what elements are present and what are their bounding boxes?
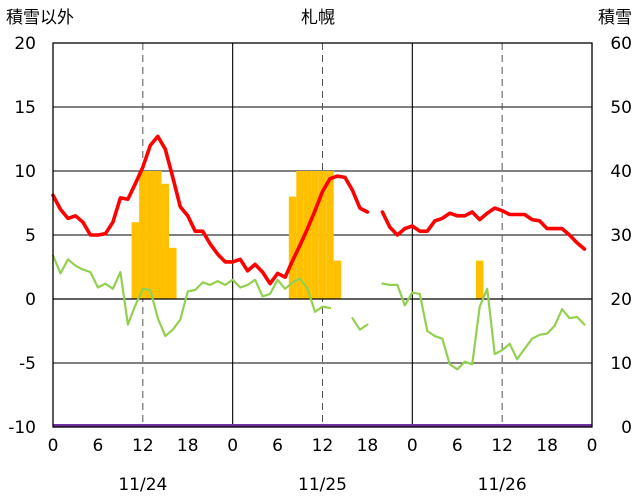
right-tick-label: 40 [610,162,632,182]
left-tick-label: 15 [14,98,36,118]
precipitation-bar [288,196,297,299]
precipitation-bar [131,222,140,299]
x-tick-label: 6 [272,436,283,456]
date-labels: 11/24 11/25 11/26 [118,475,526,495]
temperature-line-segment [380,206,587,251]
date-label: 11/26 [478,475,527,495]
temperature-line [51,134,587,286]
precipitation-bar [169,247,177,299]
precipitation-bar [318,171,327,299]
precipitation-bar [333,260,342,299]
secondary-line [51,254,586,371]
plot-frame [52,42,593,428]
precipitation-bar [475,260,484,299]
x-tick-label: 18 [177,436,199,456]
right-tick-label: 60 [610,34,632,54]
left-tick-label: 10 [14,162,36,182]
left-tick-label: 0 [25,290,36,310]
precipitation-bar [154,171,162,299]
precipitation-bar [146,171,155,299]
x-tick-label: 12 [491,436,513,456]
temperature-line-segment [51,134,370,286]
x-tick-label: 0 [587,436,598,456]
left-tick-label: -5 [19,354,36,374]
precipitation-bar [139,171,147,299]
precipitation-bar [161,183,170,299]
left-axis-label: 積雪以外 [6,8,74,28]
secondary-line-segment [351,317,369,331]
left-tick-label: 20 [14,34,36,54]
right-tick-label: 30 [610,226,632,246]
left-tick-label: -10 [8,418,36,438]
x-tick-label: 12 [132,436,154,456]
x-tick-label: 18 [357,436,379,456]
secondary-line-segment [51,254,332,338]
date-label: 11/25 [298,475,347,495]
date-label: 11/24 [118,475,167,495]
right-tick-label: 50 [610,98,632,118]
x-tick-label: 0 [407,436,418,456]
x-tick-label: 6 [93,436,104,456]
x-tick-label: 0 [227,436,238,456]
x-axis-ticks: 0 6 12 18 0 6 12 18 0 6 12 18 0 [48,436,598,456]
x-tick-label: 6 [452,436,463,456]
chart-title: 札幌 [301,8,335,28]
left-tick-label: 5 [25,226,36,246]
precipitation-bar [326,171,334,299]
precipitation-bar [311,171,319,299]
x-tick-label: 12 [312,436,334,456]
right-tick-label: 20 [610,290,632,310]
left-axis-ticks: 20 15 10 5 0 -5 -10 [8,34,36,438]
right-tick-label: 10 [610,354,632,374]
right-axis-label: 積雪 [598,8,632,28]
precipitation-bars [131,171,484,299]
x-tick-label: 18 [536,436,558,456]
precipitation-bar [303,171,312,299]
right-axis-ticks: 60 50 40 30 20 10 0 [610,34,632,438]
precipitation-bar [296,171,304,299]
secondary-line-segment [381,282,586,371]
right-tick-label: 0 [621,418,632,438]
x-tick-label: 0 [48,436,59,456]
